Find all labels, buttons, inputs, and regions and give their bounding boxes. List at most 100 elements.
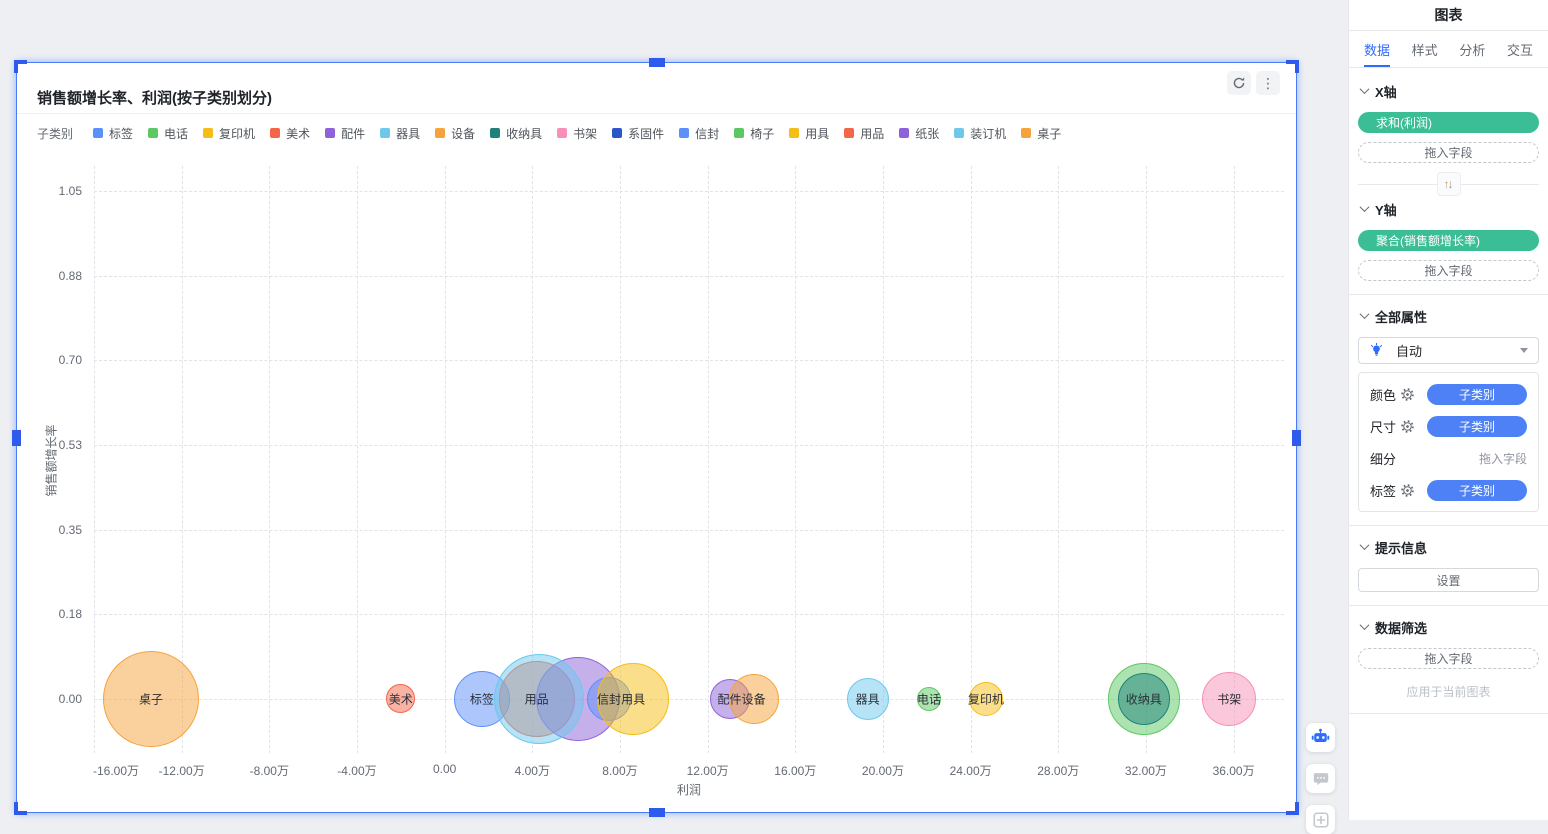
data-bubble-器具[interactable] <box>846 677 889 720</box>
gear-icon[interactable] <box>1401 483 1414 497</box>
gridline-horizontal <box>94 529 1284 531</box>
data-bubble-复印机[interactable] <box>968 681 1003 716</box>
x-axis-tick-label: 4.00万 <box>514 764 550 778</box>
legend-item-纸张[interactable]: 纸张 <box>899 125 939 142</box>
section-data-filter[interactable]: 数据筛选 <box>1359 618 1539 637</box>
selection-corner-top-left[interactable] <box>14 60 27 73</box>
data-bubble-用具[interactable] <box>597 662 670 735</box>
legend-label: 纸张 <box>915 126 940 141</box>
bulb-icon <box>1370 343 1383 356</box>
y-axis-tick-label: 0.00 <box>58 691 82 706</box>
bubble-plot-area: -16.00万 -12.00万 -8.00万 -4.00万 0.00 4.00万 8.00万… <box>17 63 1296 812</box>
tab-交互[interactable]: 交互 <box>1506 42 1533 58</box>
legend-label: 标签 <box>109 126 134 141</box>
legend-item-装订机[interactable]: 装订机 <box>954 125 1006 142</box>
property-row-标签: 标签 子类别 <box>1370 474 1527 506</box>
legend-label: 用品 <box>860 126 885 141</box>
legend-item-桌子[interactable]: 桌子 <box>1021 125 1061 142</box>
legend-label: 美术 <box>286 126 311 141</box>
gridline-vertical <box>356 166 358 753</box>
property-field-pill[interactable]: 子类别 <box>1427 479 1527 501</box>
legend-item-配件[interactable]: 配件 <box>325 125 365 142</box>
resize-handle-bottom[interactable] <box>648 808 665 817</box>
section-y-axis[interactable]: Y轴 <box>1359 200 1539 219</box>
chevron-down-icon <box>1359 539 1370 550</box>
resize-handle-left[interactable] <box>12 429 21 446</box>
legend-item-标签[interactable]: 标签 <box>93 125 133 142</box>
x-axis-field-pill[interactable]: 求和(利润) <box>1358 112 1539 133</box>
legend-item-美术[interactable]: 美术 <box>270 125 310 142</box>
legend-item-复印机[interactable]: 复印机 <box>203 125 255 142</box>
data-label-配件: 配件 <box>717 692 742 707</box>
property-mode-dropdown[interactable]: 自动 <box>1358 337 1539 364</box>
property-label: 颜色 <box>1370 387 1397 403</box>
comment-button[interactable] <box>1306 764 1335 793</box>
x-axis-tick-label: 0.00 <box>432 762 457 776</box>
legend-swatch <box>1021 128 1032 138</box>
property-label: 细分 <box>1370 451 1397 467</box>
y-axis-field-pill[interactable]: 聚合(销售额增长率) <box>1358 230 1539 251</box>
filter-drop-zone[interactable]: 拖入字段 <box>1358 648 1539 669</box>
data-bubble-桌子[interactable] <box>102 650 199 747</box>
legend-swatch <box>734 128 745 138</box>
tab-分析[interactable]: 分析 <box>1459 42 1486 58</box>
legend-item-收纳具[interactable]: 收纳具 <box>490 125 542 142</box>
selection-corner-bottom-right[interactable] <box>1286 802 1299 815</box>
gridline-horizontal <box>94 698 1284 700</box>
more-options-button[interactable]: ⋮ <box>1256 71 1280 95</box>
chevron-down-icon <box>1359 308 1370 319</box>
data-bubble-收纳具[interactable] <box>1117 672 1170 725</box>
tab-样式[interactable]: 样式 <box>1411 42 1438 58</box>
chevron-down-icon <box>1359 619 1370 630</box>
data-bubble-设备[interactable] <box>728 673 779 724</box>
chart-widget[interactable]: 销售额增长率、利润(按子类别划分) ⋮ 子类别 标签 电话 复印机 美术 配件 器具 设备收… <box>12 58 1301 817</box>
divider <box>1349 525 1548 526</box>
x-axis-tick-label: 20.00万 <box>861 764 904 778</box>
data-bubble-美术[interactable] <box>386 684 416 714</box>
legend-item-系固件[interactable]: 系固件 <box>612 125 664 142</box>
legend-item-电话[interactable]: 电话 <box>148 125 188 142</box>
resize-handle-top[interactable] <box>648 58 665 67</box>
section-x-axis[interactable]: X轴 <box>1359 82 1539 101</box>
legend-label: 复印机 <box>219 126 256 141</box>
resize-handle-right[interactable] <box>1292 429 1301 446</box>
legend-item-书架[interactable]: 书架 <box>557 125 597 142</box>
property-drop-placeholder[interactable]: 拖入字段 <box>1478 451 1527 466</box>
x-axis-tick-label: 8.00万 <box>602 764 638 778</box>
gear-icon[interactable] <box>1401 419 1414 433</box>
gear-icon[interactable] <box>1401 387 1414 401</box>
chart-header: 销售额增长率、利润(按子类别划分) ⋮ <box>17 63 1296 114</box>
data-label-设备: 设备 <box>741 692 766 707</box>
data-label-电话: 电话 <box>916 692 941 707</box>
legend-swatch <box>93 128 104 138</box>
property-field-pill[interactable]: 子类别 <box>1427 383 1527 405</box>
data-bubble-书架[interactable] <box>1202 671 1257 726</box>
data-bubble-装订机[interactable] <box>493 653 584 744</box>
section-tooltip-info[interactable]: 提示信息 <box>1359 538 1539 557</box>
section-all-properties[interactable]: 全部属性 <box>1359 307 1539 326</box>
legend-item-用品[interactable]: 用品 <box>844 125 884 142</box>
refresh-button[interactable] <box>1227 71 1251 95</box>
data-bubble-电话[interactable] <box>916 686 941 711</box>
chevron-down-icon <box>1359 83 1370 94</box>
legend-swatch <box>899 128 910 138</box>
swap-axes-button[interactable]: ↑ ↓ <box>1436 172 1461 196</box>
legend-label: 椅子 <box>750 126 775 141</box>
ai-assistant-button[interactable] <box>1306 723 1335 752</box>
legend-item-椅子[interactable]: 椅子 <box>734 125 774 142</box>
property-field-pill[interactable]: 子类别 <box>1427 415 1527 437</box>
selection-corner-bottom-left[interactable] <box>14 802 27 815</box>
robot-icon <box>1311 728 1330 747</box>
legend-item-设备[interactable]: 设备 <box>435 125 475 142</box>
refresh-icon <box>1233 77 1245 89</box>
property-panel: 颜色 子类别 尺寸 子类别 细分 拖入字段 标签 子类别 <box>1358 372 1539 512</box>
y-axis-drop-zone[interactable]: 拖入字段 <box>1358 260 1539 281</box>
legend-item-信封[interactable]: 信封 <box>679 125 719 142</box>
tab-数据[interactable]: 数据 <box>1364 31 1391 67</box>
x-axis-drop-zone[interactable]: 拖入字段 <box>1358 142 1539 163</box>
tooltip-settings-button[interactable]: 设置 <box>1358 568 1539 592</box>
selection-corner-top-right[interactable] <box>1286 60 1299 73</box>
legend-item-器具[interactable]: 器具 <box>380 125 420 142</box>
legend-swatch <box>612 128 623 138</box>
legend-item-用具[interactable]: 用具 <box>789 125 829 142</box>
